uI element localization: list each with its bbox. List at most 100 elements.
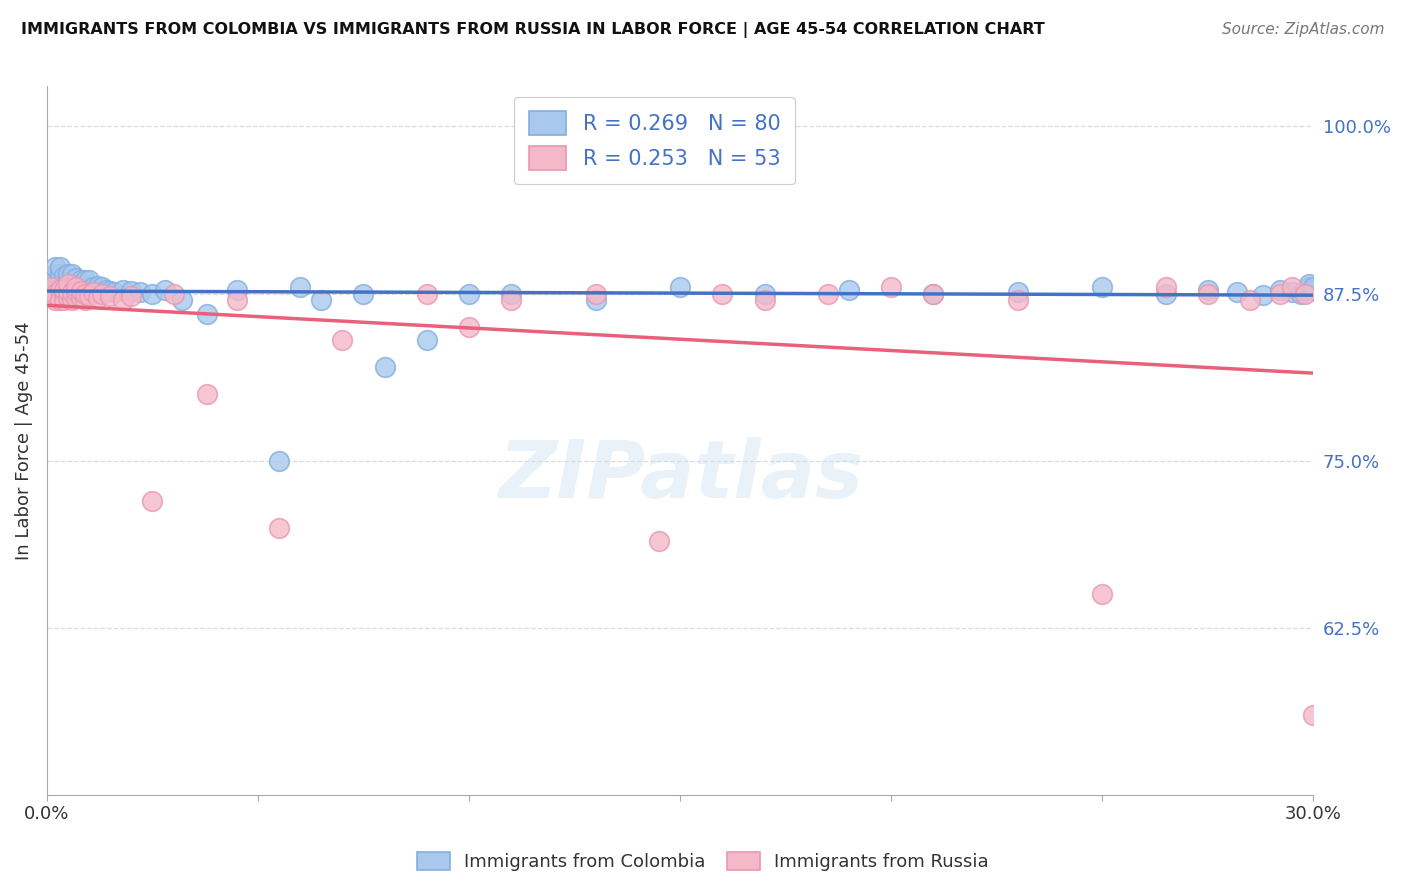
Point — [90, 286, 112, 301]
Point — [48, 260, 70, 274]
Legend: Immigrants from Colombia, Immigrants from Russia: Immigrants from Colombia, Immigrants fro… — [411, 845, 995, 879]
Text: IMMIGRANTS FROM COLOMBIA VS IMMIGRANTS FROM RUSSIA IN LABOR FORCE | AGE 45-54 CO: IMMIGRANTS FROM COLOMBIA VS IMMIGRANTS F… — [21, 22, 1045, 38]
Point — [1298, 280, 1320, 294]
Point — [922, 286, 945, 301]
Point — [141, 286, 163, 301]
Point — [77, 273, 100, 287]
Point — [73, 293, 96, 308]
Point — [48, 283, 70, 297]
Point — [1251, 288, 1274, 302]
Point — [52, 293, 75, 308]
Point — [153, 283, 176, 297]
Point — [69, 284, 91, 298]
Point — [56, 273, 79, 287]
Point — [458, 286, 481, 301]
Point — [1294, 286, 1316, 301]
Point — [111, 293, 134, 308]
Point — [1007, 293, 1029, 308]
Point — [1226, 285, 1249, 300]
Point — [1294, 283, 1316, 297]
Point — [170, 293, 193, 308]
Point — [1302, 707, 1324, 722]
Point — [90, 280, 112, 294]
Point — [77, 286, 100, 301]
Point — [128, 285, 150, 300]
Point — [39, 283, 62, 297]
Point — [60, 285, 83, 300]
Point — [65, 289, 87, 303]
Point — [86, 291, 108, 305]
Point — [98, 284, 121, 298]
Point — [60, 267, 83, 281]
Text: Source: ZipAtlas.com: Source: ZipAtlas.com — [1222, 22, 1385, 37]
Point — [98, 289, 121, 303]
Point — [501, 293, 523, 308]
Point — [56, 280, 79, 294]
Point — [77, 280, 100, 294]
Point — [416, 334, 439, 348]
Point — [922, 286, 945, 301]
Point — [52, 283, 75, 297]
Point — [56, 286, 79, 301]
Point — [52, 291, 75, 305]
Point — [86, 278, 108, 293]
Point — [1197, 286, 1219, 301]
Point — [1281, 280, 1303, 294]
Point — [44, 260, 66, 274]
Point — [56, 284, 79, 298]
Point — [1268, 283, 1291, 297]
Point — [195, 307, 218, 321]
Point — [353, 286, 375, 301]
Point — [648, 534, 671, 549]
Point — [48, 293, 70, 308]
Point — [94, 283, 117, 297]
Point — [56, 291, 79, 305]
Point — [162, 286, 184, 301]
Point — [69, 291, 91, 305]
Point — [1091, 587, 1114, 601]
Point — [65, 270, 87, 285]
Point — [52, 286, 75, 301]
Point — [111, 283, 134, 297]
Point — [1298, 277, 1320, 292]
Point — [39, 280, 62, 294]
Point — [65, 283, 87, 297]
Point — [48, 267, 70, 281]
Point — [52, 276, 75, 290]
Point — [458, 320, 481, 334]
Point — [1281, 285, 1303, 300]
Point — [73, 273, 96, 287]
Point — [65, 277, 87, 292]
Point — [60, 285, 83, 300]
Point — [82, 285, 104, 300]
Point — [48, 273, 70, 287]
Point — [44, 267, 66, 281]
Point — [48, 286, 70, 301]
Point — [1268, 286, 1291, 301]
Point — [120, 289, 142, 303]
Point — [267, 521, 290, 535]
Point — [39, 286, 62, 301]
Point — [73, 285, 96, 300]
Point — [585, 293, 607, 308]
Point — [332, 334, 354, 348]
Point — [60, 293, 83, 308]
Point — [65, 280, 87, 294]
Legend: R = 0.269   N = 80, R = 0.253   N = 53: R = 0.269 N = 80, R = 0.253 N = 53 — [515, 96, 796, 185]
Text: ZIPatlas: ZIPatlas — [498, 437, 863, 516]
Point — [754, 286, 776, 301]
Point — [416, 286, 439, 301]
Point — [73, 280, 96, 294]
Point — [56, 291, 79, 305]
Point — [838, 283, 860, 297]
Point — [1154, 280, 1177, 294]
Point — [52, 283, 75, 297]
Point — [69, 286, 91, 301]
Point — [60, 280, 83, 294]
Point — [120, 284, 142, 298]
Point — [82, 280, 104, 294]
Point — [1239, 293, 1261, 308]
Point — [195, 387, 218, 401]
Point — [48, 280, 70, 294]
Point — [754, 293, 776, 308]
